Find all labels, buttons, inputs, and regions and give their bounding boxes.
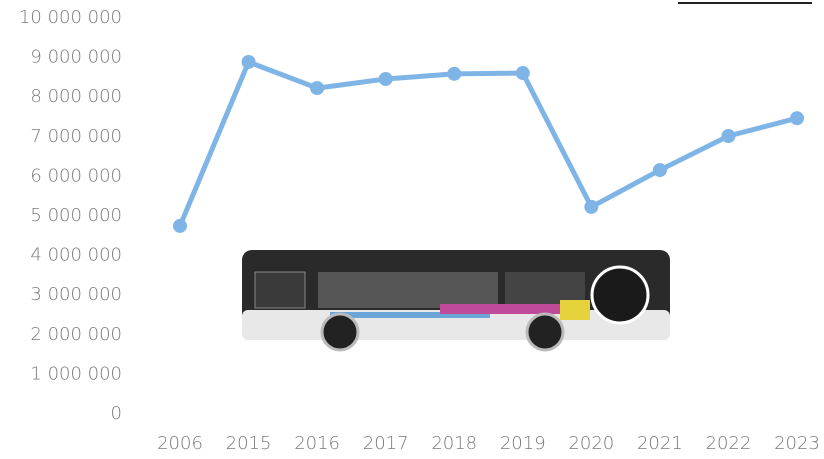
data-point <box>173 218 187 233</box>
y-tick-label: 3 000 000 <box>30 284 122 305</box>
data-point <box>378 71 393 86</box>
y-tick-label: 6 000 000 <box>30 165 122 186</box>
data-point <box>790 111 804 126</box>
x-tick-label: 2016 <box>294 433 340 454</box>
y-tick-label: 0 <box>111 403 122 424</box>
x-tick-label: 2015 <box>226 433 272 454</box>
y-tick-label: 4 000 000 <box>30 245 122 266</box>
data-point <box>721 129 736 144</box>
x-tick-label: 2021 <box>637 433 683 454</box>
x-tick-label: 2017 <box>363 433 409 454</box>
y-tick-label: 9 000 000 <box>30 47 122 68</box>
x-tick-label: 2023 <box>774 433 820 454</box>
x-tick-label: 2018 <box>431 433 477 454</box>
y-tick-label: 7 000 000 <box>30 126 122 147</box>
x-tick-label: 2020 <box>568 433 614 454</box>
data-point <box>447 66 462 81</box>
y-tick-label: 1 000 000 <box>30 363 122 384</box>
data-point <box>310 81 325 96</box>
y-tick-label: 2 000 000 <box>30 324 122 345</box>
data-point <box>652 163 667 178</box>
x-tick-label: 2019 <box>500 433 546 454</box>
y-tick-label: 5 000 000 <box>30 205 122 226</box>
y-tick-label: 8 000 000 <box>30 86 122 107</box>
x-tick-label: 2022 <box>706 433 752 454</box>
y-tick-label: 10 000 000 <box>19 7 122 28</box>
x-tick-label: 2006 <box>157 433 203 454</box>
data-point <box>584 199 599 214</box>
bus-illustration <box>242 250 670 352</box>
data-point <box>515 66 530 81</box>
data-point <box>241 54 256 69</box>
series-line <box>177 59 798 227</box>
